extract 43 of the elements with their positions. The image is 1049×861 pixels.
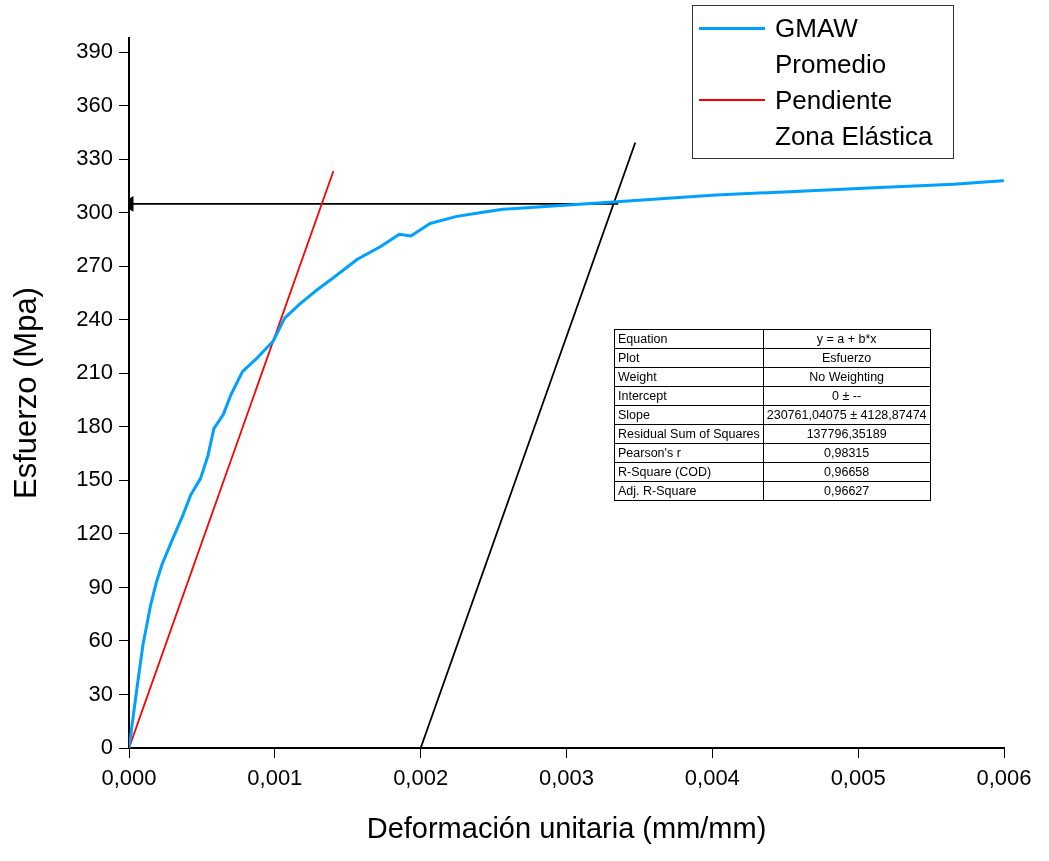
y-axis-title: Esfuerzo (Mpa): [8, 287, 44, 499]
x-tick-label: 0,003: [538, 765, 595, 791]
legend-label: Pendiente Zona Elástica: [775, 84, 934, 153]
annotation: 137796,35189: [763, 424, 931, 444]
y-tick-label: 300: [76, 198, 113, 224]
annotation: Esfuerzo: [763, 348, 931, 368]
annotation: Plot: [614, 348, 764, 368]
annotation: Slope: [614, 405, 764, 425]
y-tick-label: 240: [76, 305, 113, 331]
annotation: Pearson's r: [614, 443, 764, 463]
annotation: Equation: [614, 329, 764, 349]
y-tick-label: 210: [76, 359, 113, 385]
y-tick-label: 330: [76, 145, 113, 171]
y-tick-label: 60: [88, 627, 113, 653]
legend-label: GMAW Promedio: [775, 12, 888, 81]
x-tick-label: 0,005: [830, 765, 886, 791]
x-tick-label: 0,000: [101, 765, 157, 791]
annotation: Adj. R-Square: [614, 481, 764, 501]
x-tick-label: 0,006: [976, 765, 1032, 791]
annotation: 0,96627: [763, 481, 931, 501]
y-tick-label: 0: [100, 734, 113, 760]
annotation: y = a + b*x: [763, 329, 931, 349]
annotation: 230761,04075 ± 4128,87474: [763, 405, 931, 425]
y-tick-label: 360: [76, 91, 113, 117]
y-tick-label: 390: [76, 38, 113, 64]
y-tick-label: 30: [88, 680, 113, 706]
y-tick-label: 180: [76, 412, 113, 438]
y-tick-label: 120: [76, 519, 113, 545]
annotation: Residual Sum of Squares: [614, 424, 764, 444]
y-tick-label: 270: [76, 252, 113, 278]
x-tick-label: 0,004: [684, 765, 740, 791]
annotation: Weight: [614, 367, 764, 387]
annotation: 0 ± --: [763, 386, 931, 406]
annotation: 0,98315: [763, 443, 931, 463]
x-tick-label: 0,001: [247, 765, 303, 791]
annotation: Intercept: [614, 386, 764, 406]
annotation: 0,96658: [763, 462, 931, 482]
annotation: No Weighting: [763, 367, 931, 387]
x-tick-label: 0,002: [393, 765, 449, 791]
y-tick-label: 150: [76, 466, 113, 492]
annotation: R-Square (COD): [614, 462, 764, 482]
y-tick-label: 90: [88, 573, 113, 599]
x-axis-title: Deformación unitaria (mm/mm): [366, 811, 767, 844]
